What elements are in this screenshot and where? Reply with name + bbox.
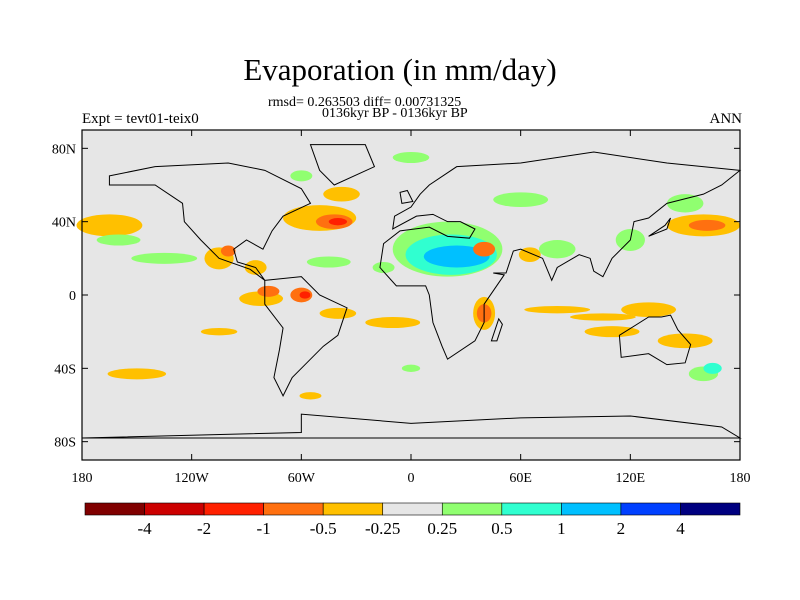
anomaly-patch (372, 262, 395, 273)
anomaly-patch (473, 241, 496, 257)
anomaly-patch (621, 302, 677, 317)
anomaly-patch (220, 245, 236, 257)
colorbar-box (620, 502, 681, 516)
anomaly-patch (392, 152, 430, 163)
anomaly-patch (96, 234, 141, 246)
colorbar-box (382, 502, 443, 516)
anomaly-patch (401, 364, 421, 373)
anomaly-patch (319, 307, 357, 319)
subtitle-period: 0136kyr BP - 0136kyr BP (322, 106, 468, 121)
colorbar-label: 4 (676, 519, 685, 538)
lon-tick-label: 0 (408, 471, 415, 486)
subtitle-stats: rmsd= 0.263503 diff= 0.00731325 (268, 95, 462, 110)
colorbar-label: -0.5 (310, 519, 337, 538)
lat-tick-label: 40N (52, 216, 76, 231)
continent-outline-uk (399, 189, 414, 204)
anomaly-patch (299, 392, 322, 400)
continent-outline-madagascar (490, 317, 503, 342)
colorbar-label: -0.25 (365, 519, 400, 538)
anomaly-patch (328, 218, 348, 226)
continent-outline-greenland (309, 144, 376, 186)
colorbar-box (84, 502, 145, 516)
anomaly-patch (257, 285, 280, 297)
continent-outline-north-america (108, 162, 312, 281)
lat-tick-label: 0 (69, 289, 76, 304)
colorbar-label: 2 (617, 519, 626, 538)
anomaly-patch (423, 245, 490, 268)
colorbar-box (322, 502, 384, 516)
anomaly-patch (290, 170, 313, 182)
lat-tick-label: 80S (54, 436, 76, 451)
anomaly-patch (365, 317, 421, 328)
colorbar-box (501, 502, 562, 516)
continent-outline-antarctica (81, 413, 742, 439)
anomaly-patch (524, 306, 591, 314)
colorbar-box (441, 502, 503, 516)
colorbar-box (680, 502, 741, 516)
colorbar-box (144, 502, 205, 516)
experiment-label: Expt = tevt01-teix0 (82, 111, 199, 127)
plot-title: Evaporation (in mm/day) (243, 52, 557, 87)
anomaly-patch (538, 240, 576, 259)
lon-tick-label: 180 (730, 471, 751, 486)
anomaly-patch (306, 256, 351, 268)
colorbar-label: 0.5 (491, 519, 512, 538)
map-background (82, 130, 740, 460)
lon-tick-label: 120W (175, 471, 210, 486)
anomaly-patch (323, 186, 360, 202)
lat-tick-label: 40S (54, 362, 76, 377)
lon-tick-label: 180 (72, 471, 93, 486)
season-label: ANN (709, 111, 743, 127)
anomaly-patch (200, 328, 238, 336)
anomaly-patch (299, 291, 311, 299)
anomaly-patch (493, 192, 549, 208)
anomaly-patch (688, 219, 726, 231)
colorbar-label: 0.25 (427, 519, 457, 538)
continent-outline-australia (618, 314, 692, 366)
colorbar-box (263, 502, 324, 516)
anomaly-patch (570, 313, 636, 321)
continent-outline-japan (648, 217, 672, 237)
lon-tick-label: 60W (288, 471, 316, 486)
colorbar-box (561, 502, 622, 516)
colorbar-label: -2 (197, 519, 211, 538)
colorbar-label: -1 (257, 519, 271, 538)
continent-outline-south-america (264, 276, 348, 397)
anomaly-patch (131, 252, 198, 264)
lon-tick-label: 120E (616, 471, 646, 486)
anomaly-patch (107, 368, 167, 380)
continent-outline-eurasia-africa (379, 151, 742, 360)
lon-tick-label: 60E (509, 471, 532, 486)
anomaly-patch (584, 326, 640, 338)
colorbar-label: -4 (137, 519, 152, 538)
colorbar-box (203, 502, 264, 516)
lat-tick-label: 80N (52, 142, 76, 157)
anomaly-patch (703, 362, 722, 374)
anomaly-patch (666, 194, 704, 213)
anomaly-patch (76, 214, 143, 237)
colorbar-label: 1 (557, 519, 566, 538)
anomaly-patch (657, 333, 713, 349)
